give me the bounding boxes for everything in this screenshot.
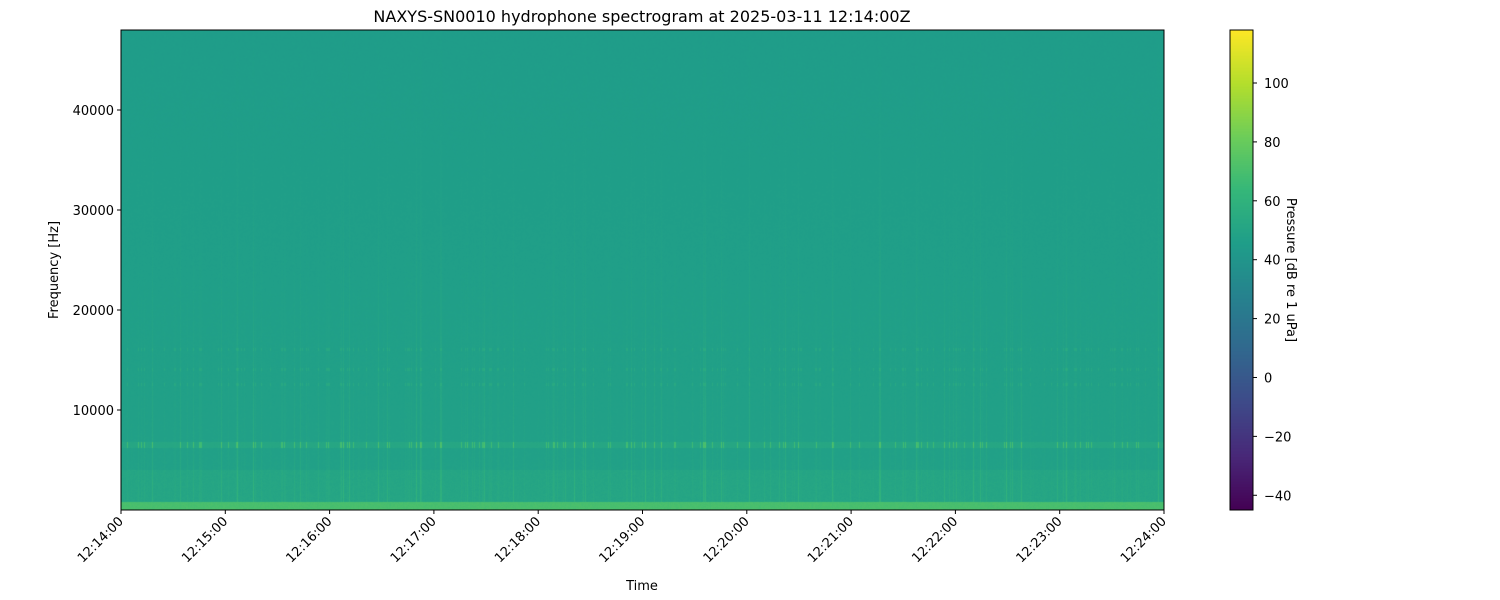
x-tick-label: 12:16:00 [284,514,336,566]
chart-title: NAXYS-SN0010 hydrophone spectrogram at 2… [373,7,910,26]
x-tick-label: 12:24:00 [1118,514,1170,566]
y-axis-label: Frequency [Hz] [47,221,62,319]
y-tick-label: 20000 [73,304,114,319]
x-axis-label: Time [625,579,658,594]
colorbar-tick-label: −20 [1264,430,1291,445]
x-tick-label: 12:23:00 [1014,514,1066,566]
spectrogram-image [121,30,1164,510]
y-axis: 10000 20000 30000 40000 [73,104,121,419]
colorbar-tick-label: 0 [1264,371,1272,386]
y-tick-label: 40000 [73,104,114,119]
colorbar-axis: −40 −20 0 20 40 60 80 100 [1253,77,1291,504]
colorbar-tick-label: 40 [1264,254,1281,269]
y-tick-label: 30000 [73,204,114,219]
colorbar-tick-label: −40 [1264,489,1291,504]
colorbar-tick-label: 60 [1264,195,1281,210]
colorbar-tick-label: 80 [1264,136,1281,151]
colorbar-tick-label: 20 [1264,313,1281,328]
x-tick-label: 12:15:00 [179,514,231,566]
x-tick-label: 12:14:00 [75,514,127,566]
plot-frame [120,29,1165,511]
x-tick-label: 12:18:00 [492,514,544,566]
colorbar-tick-label: 100 [1264,77,1289,92]
x-tick-label: 12:19:00 [596,514,648,566]
x-tick-label: 12:17:00 [388,514,440,566]
colorbar-label: Pressure [dB re 1 uPa] [1283,198,1298,342]
x-tick-label: 12:21:00 [805,514,857,566]
x-tick-label: 12:20:00 [701,514,753,566]
y-tick-label: 10000 [73,404,114,419]
x-axis: 12:14:00 12:15:00 12:16:00 12:17:00 12:18:00… [75,510,1170,566]
x-tick-label: 12:22:00 [909,514,961,566]
colorbar-frame [1229,29,1254,511]
colorbar-gradient [1230,30,1253,510]
